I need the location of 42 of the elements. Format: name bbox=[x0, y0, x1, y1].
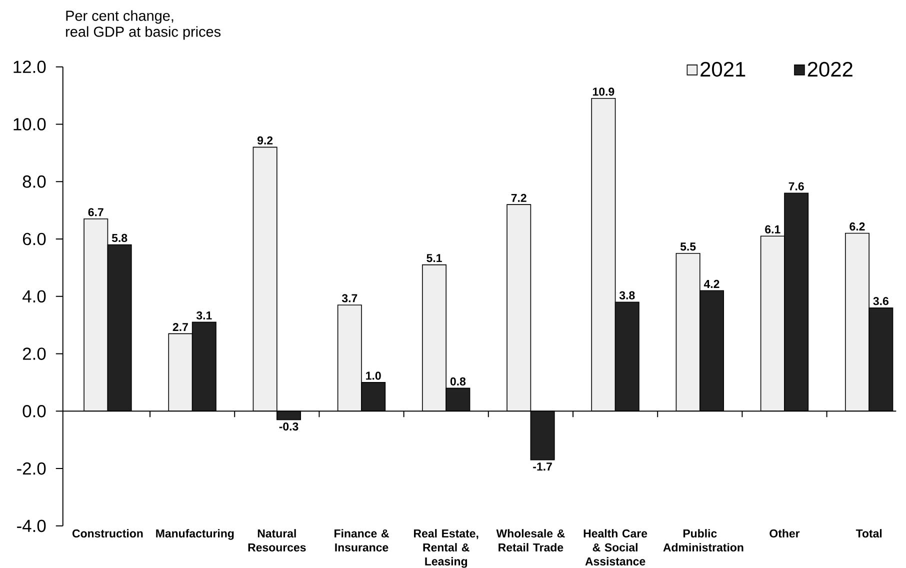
y-tick-label: -4.0 bbox=[17, 520, 46, 532]
data-label: 2.7 bbox=[172, 323, 188, 332]
data-label: -0.3 bbox=[279, 422, 298, 431]
data-label: 4.2 bbox=[704, 280, 720, 288]
x-tick-label: Natural Resources bbox=[248, 529, 306, 552]
data-label: 0.8 bbox=[450, 377, 466, 386]
x-tick-label: Manufacturing bbox=[156, 529, 234, 540]
y-tick-label: 10.0 bbox=[14, 118, 46, 131]
data-label: 10.9 bbox=[593, 88, 614, 96]
y-tick-label: 8.0 bbox=[22, 176, 46, 188]
y-axis-title: Per cent change, real GDP at basic prices bbox=[66, 10, 221, 40]
x-tick-label: Finance & Insurance bbox=[334, 529, 389, 552]
data-label: -1.7 bbox=[533, 462, 552, 471]
y-tick-label: -2.0 bbox=[17, 462, 46, 475]
data-label: 3.7 bbox=[342, 294, 358, 302]
data-label: 1.0 bbox=[366, 372, 381, 380]
x-tick-label: Real Estate, Rental & Leasing bbox=[414, 529, 478, 568]
x-tick-label: Construction bbox=[72, 529, 143, 538]
data-label: 3.8 bbox=[619, 291, 635, 300]
x-tick-label: Wholesale & Retail Trade bbox=[496, 529, 565, 552]
y-tick-label: 4.0 bbox=[22, 290, 46, 303]
legend-label: 2021 bbox=[700, 62, 746, 77]
data-label: 6.2 bbox=[850, 222, 865, 231]
data-label: 9.2 bbox=[257, 136, 273, 145]
data-label: 6.7 bbox=[88, 208, 104, 216]
data-label: 3.1 bbox=[196, 311, 212, 320]
x-tick-label: Total bbox=[856, 529, 882, 538]
x-tick-label: Other bbox=[770, 529, 800, 538]
data-label: 7.2 bbox=[511, 194, 526, 202]
legend-label: 2022 bbox=[808, 62, 852, 77]
data-label: 3.6 bbox=[873, 297, 888, 306]
data-label: 6.1 bbox=[765, 225, 780, 234]
y-tick-label: 2.0 bbox=[22, 348, 46, 360]
data-label: 7.6 bbox=[788, 182, 804, 190]
y-tick-label: 0.0 bbox=[22, 405, 46, 418]
data-label: 5.1 bbox=[426, 254, 442, 262]
y-tick-label: 6.0 bbox=[22, 232, 46, 246]
x-tick-label: Health Care & Social Assistance bbox=[584, 529, 648, 566]
y-tick-label: 12.0 bbox=[14, 60, 46, 74]
data-label: 5.8 bbox=[112, 234, 128, 242]
data-label: 5.5 bbox=[680, 242, 696, 251]
x-tick-label: Public Administration bbox=[663, 529, 744, 552]
